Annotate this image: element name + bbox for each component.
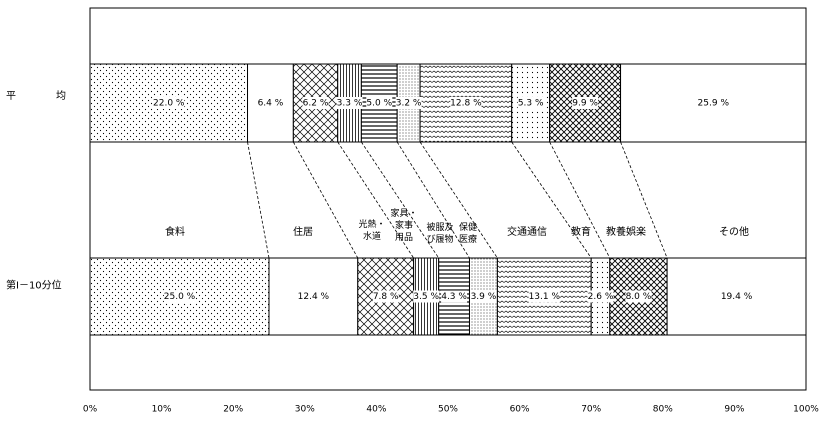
value-label-bg: [153, 97, 185, 109]
value-label: 3.2 %: [396, 99, 422, 109]
value-label: 7.8 %: [373, 292, 399, 302]
value-label-bg: [366, 97, 393, 109]
x-tick-label: 0%: [83, 405, 98, 415]
value-label: 12.8 %: [450, 99, 482, 109]
x-tick-label: 20%: [223, 405, 243, 415]
value-label-bg: [528, 290, 560, 303]
connector-line: [396, 141, 470, 259]
x-tick-label: 50%: [438, 405, 458, 415]
connector-line: [511, 141, 592, 259]
value-label-bg: [697, 97, 729, 109]
connector-line: [549, 141, 611, 259]
value-label: 2.6 %: [588, 292, 614, 302]
value-label: 3.3 %: [337, 99, 363, 109]
category-label: 住居: [293, 225, 313, 238]
value-label: 9.9 %: [572, 99, 598, 109]
x-tick-label: 90%: [724, 405, 744, 415]
value-label: 6.4 %: [258, 99, 284, 109]
connector-line: [292, 141, 359, 259]
category-label: 家具・家事用品: [390, 207, 417, 243]
connector-line: [419, 141, 498, 259]
value-label-bg: [395, 97, 422, 109]
value-label-bg: [413, 290, 440, 303]
row-labels: 平 均第Ⅰ－10分位: [6, 90, 66, 292]
x-tick-label: 40%: [366, 405, 386, 415]
value-label: 8.0 %: [626, 292, 652, 302]
x-tick-label: 10%: [152, 405, 172, 415]
value-label-bg: [450, 97, 482, 109]
value-label-bg: [625, 290, 652, 303]
connector-line: [620, 141, 668, 259]
category-label: 教育: [571, 225, 591, 238]
x-tick-label: 60%: [510, 405, 530, 415]
value-label: 19.4 %: [721, 292, 753, 302]
value-label: 3.9 %: [471, 292, 497, 302]
value-label-bg: [517, 97, 544, 109]
connector-line: [361, 141, 440, 259]
value-label: 25.0 %: [164, 292, 196, 302]
value-label-bg: [163, 290, 196, 303]
value-label: 22.0 %: [153, 99, 185, 109]
value-label-bg: [470, 290, 497, 303]
category-label: 教養娯楽: [606, 225, 646, 238]
category-label: 光熱・水道: [358, 218, 385, 242]
value-label: 5.0 %: [366, 99, 392, 109]
value-label: 25.9 %: [698, 99, 730, 109]
value-label: 13.1 %: [529, 292, 561, 302]
value-label: 5.3 %: [518, 99, 544, 109]
value-label-bg: [257, 97, 284, 109]
category-label: 食料: [165, 225, 185, 238]
connector-line: [337, 141, 414, 259]
row-label-decile1: 第Ⅰ－10分位: [6, 279, 62, 292]
value-label-bg: [297, 290, 329, 303]
value-label: 4.3 %: [441, 292, 467, 302]
value-label-bg: [587, 290, 614, 303]
category-label: その他: [719, 225, 749, 238]
value-label-bg: [302, 97, 329, 109]
bars-group: 22.0 % 6.4 % 6.2 % 3.3 % 5.0 % 3.2 % 12.8 % 5.3…: [89, 63, 807, 336]
value-label-bg: [441, 290, 468, 303]
connector-lines: [247, 141, 668, 259]
value-label-bg: [372, 290, 399, 303]
x-tick-label: 30%: [295, 405, 315, 415]
row-label-average: 平 均: [6, 90, 66, 102]
value-label-bg: [720, 290, 753, 303]
value-label: 3.5 %: [413, 292, 439, 302]
value-label: 12.4 %: [298, 292, 330, 302]
category-label: 被服及び履物: [426, 221, 453, 245]
value-label-bg: [572, 97, 599, 109]
value-label: 6.2 %: [303, 99, 329, 109]
category-label: 交通通信: [507, 225, 547, 238]
x-tick-label: 70%: [581, 405, 601, 415]
x-tick-label: 100%: [793, 405, 819, 415]
x-axis-ticks: 0% 10% 20% 30% 40% 50% 60% 70% 80% 90% 100%: [83, 405, 819, 415]
value-label-bg: [336, 97, 363, 109]
category-label: 保健医療: [459, 221, 477, 245]
x-tick-label: 80%: [653, 405, 673, 415]
